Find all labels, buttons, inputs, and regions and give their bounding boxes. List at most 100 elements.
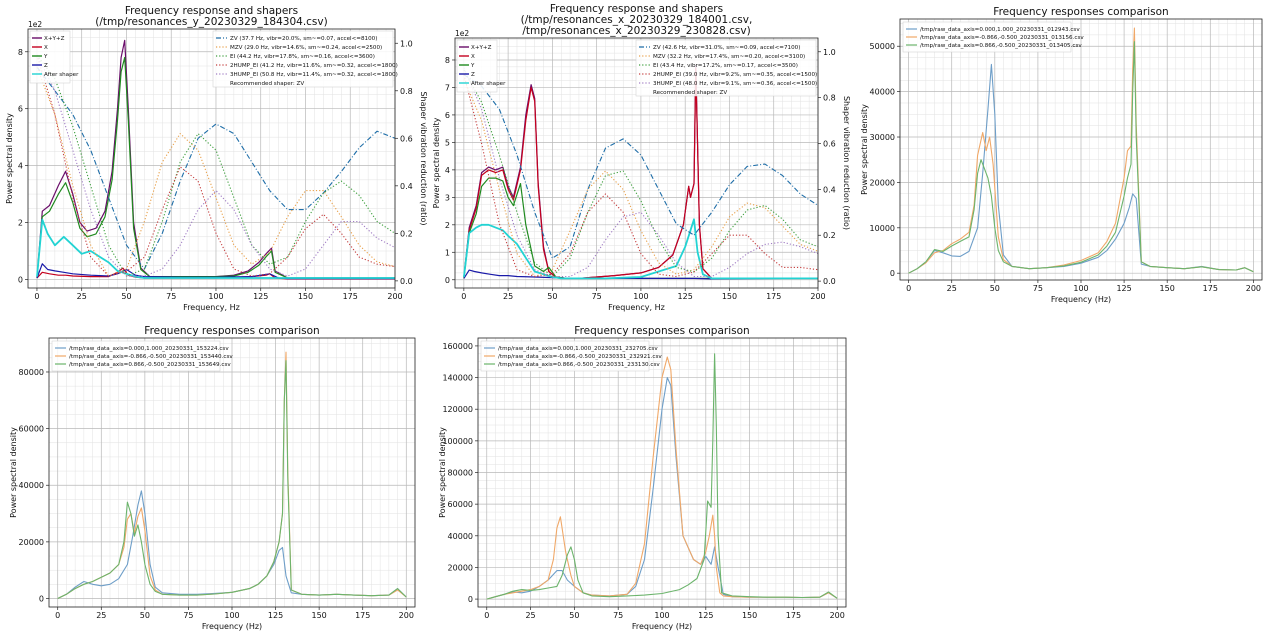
psd-legend-label: X	[44, 45, 48, 51]
x-tick-label: 150	[742, 611, 757, 620]
compare-legend-label: /tmp/raw_data_axis=0.866,-0.500_20230331…	[920, 43, 1082, 49]
psd-legend-label: Z	[44, 63, 48, 69]
chart-title: Frequency responses comparison	[574, 325, 749, 337]
psd-legend-label: X+Y+Z	[44, 36, 65, 42]
compare-legend: /tmp/raw_data_axis=0.000,1.000_20230331_…	[902, 21, 1084, 53]
y-tick-label: 40000	[448, 532, 473, 541]
x-tick-label: 50	[547, 292, 557, 301]
x-tick-label: 175	[766, 292, 781, 301]
chart-title: Frequency response and shapers	[550, 3, 723, 15]
y2-tick-label: 0.4	[823, 185, 836, 194]
chart-panel-4: 0 25 50 75 100 125 150 175 200 0 20000 40000 60000 80…	[9, 325, 416, 631]
compare-legend-box	[902, 21, 1072, 53]
y-tick-label: 6	[445, 111, 450, 120]
psd-legend-label: Z	[471, 72, 475, 78]
y2-tick-label: 0.8	[823, 94, 836, 103]
y-tick-label: 20000	[19, 538, 44, 547]
series-line	[463, 69, 819, 278]
y2-tick-label: 0.8	[400, 87, 413, 96]
x-tick-label: 200	[399, 611, 414, 620]
y-tick-label: 2	[445, 221, 450, 230]
x-tick-label: 75	[613, 611, 623, 620]
y-tick-label: 60000	[19, 425, 44, 434]
shaper-legend-label: MZV (32.2 Hz, vibr=17.4%, sm~=0.20, acce…	[653, 54, 805, 60]
y-tick-label: 20000	[870, 178, 895, 187]
y-axis-label: Power spectral density	[860, 104, 869, 195]
compare-legend-label: /tmp/raw_data_axis=0.000,1.000_20230331_…	[69, 346, 229, 352]
shaper-legend-label: 3HUMP_EI (50.8 Hz, vibr=11.4%, sm~=0.32,…	[230, 72, 398, 78]
y2-tick-label: 1.0	[400, 39, 413, 48]
compare-legend-box	[480, 340, 650, 372]
y2-tick-label: 0.6	[400, 134, 413, 143]
y-magnitude-label: 1e2	[28, 20, 42, 29]
y-tick-label: 4	[18, 162, 23, 171]
y-tick-label: 50000	[870, 42, 895, 51]
y-axis-label: Power spectral density	[5, 113, 14, 204]
y-axis-label: Power spectral density	[9, 427, 18, 518]
y2-tick-label: 0.6	[823, 140, 836, 149]
compare-legend-box	[51, 340, 221, 372]
x-tick-label: 125	[698, 611, 713, 620]
y-tick-label: 0	[18, 275, 23, 284]
series-line	[57, 360, 407, 599]
psd-legend: X+Y+Z XYZ After shaper	[29, 30, 79, 84]
x-tick-label: 175	[343, 292, 358, 301]
y-tick-label: 2	[18, 219, 23, 228]
x-tick-label: 25	[947, 284, 957, 293]
x-axis-label: Frequency, Hz	[183, 303, 240, 312]
chart-panel-5: 0 25 50 75 100 125 150 175 200 0 20000 40000 60000 80…	[438, 325, 847, 631]
shaper-legend-label: 2HUMP_EI (39.0 Hz, vibr=9.2%, sm~=0.35, …	[653, 72, 817, 78]
y2-axis-label: Shaper vibration reduction (ratio)	[419, 91, 428, 225]
shaper-legend-label: 3HUMP_EI (48.0 Hz, vibr=9.1%, sm~=0.36, …	[653, 81, 817, 87]
y-tick-label: 160000	[442, 342, 473, 351]
y-tick-label: 8	[445, 56, 450, 65]
x-tick-label: 0	[34, 292, 39, 301]
x-tick-label: 50	[121, 292, 131, 301]
x-tick-label: 50	[569, 611, 579, 620]
series-line	[463, 74, 819, 278]
series-line	[463, 79, 819, 278]
x-tick-label: 50	[140, 611, 150, 620]
x-tick-label: 75	[183, 611, 193, 620]
chart-title: Frequency responses comparison	[144, 325, 319, 337]
shaper-legend-box	[635, 39, 817, 97]
x-tick-label: 200	[830, 611, 845, 620]
x-tick-label: 100	[654, 611, 669, 620]
x-tick-label: 0	[906, 284, 911, 293]
x-tick-label: 125	[678, 292, 693, 301]
compare-legend: /tmp/raw_data_axis=0.000,1.000_20230331_…	[51, 340, 233, 372]
x-tick-label: 25	[96, 611, 106, 620]
y-tick-label: 20000	[448, 563, 473, 572]
x-tick-label: 150	[312, 611, 327, 620]
shaper-legend-label: ZV (42.6 Hz, vibr=31.0%, sm~=0.09, accel…	[653, 45, 800, 51]
psd-legend-label: After shaper	[471, 81, 506, 87]
y-tick-label: 8	[18, 48, 23, 57]
y-tick-label: 0	[445, 276, 450, 285]
x-axis-label: Frequency, Hz	[608, 303, 665, 312]
series-line	[36, 39, 395, 279]
y-tick-label: 40000	[19, 481, 44, 490]
x-tick-label: 0	[484, 611, 489, 620]
series-line	[486, 353, 838, 600]
x-tick-label: 100	[633, 292, 648, 301]
psd-legend-label: X	[471, 54, 475, 60]
chart-title: Frequency responses comparison	[993, 6, 1168, 18]
y-tick-label: 4	[445, 166, 450, 175]
y-tick-label: 140000	[442, 374, 473, 383]
series-line	[36, 218, 395, 279]
compare-legend-label: /tmp/raw_data_axis=0.866,-0.500_20230331…	[69, 362, 231, 368]
y-tick-label: 10000	[870, 224, 895, 233]
y-tick-label: 6	[18, 105, 23, 114]
x-tick-label: 125	[268, 611, 283, 620]
x-tick-label: 150	[722, 292, 737, 301]
series-line	[908, 41, 1254, 274]
x-tick-label: 200	[1246, 284, 1261, 293]
y2-tick-label: 0.2	[823, 231, 836, 240]
x-tick-label: 175	[355, 611, 370, 620]
plot-frame	[27, 28, 396, 289]
y-tick-label: 120000	[442, 405, 473, 414]
x-tick-label: 50	[990, 284, 1000, 293]
series-line	[36, 54, 396, 277]
y2-tick-label: 0.4	[400, 182, 413, 191]
y-tick-label: 0	[468, 595, 473, 604]
